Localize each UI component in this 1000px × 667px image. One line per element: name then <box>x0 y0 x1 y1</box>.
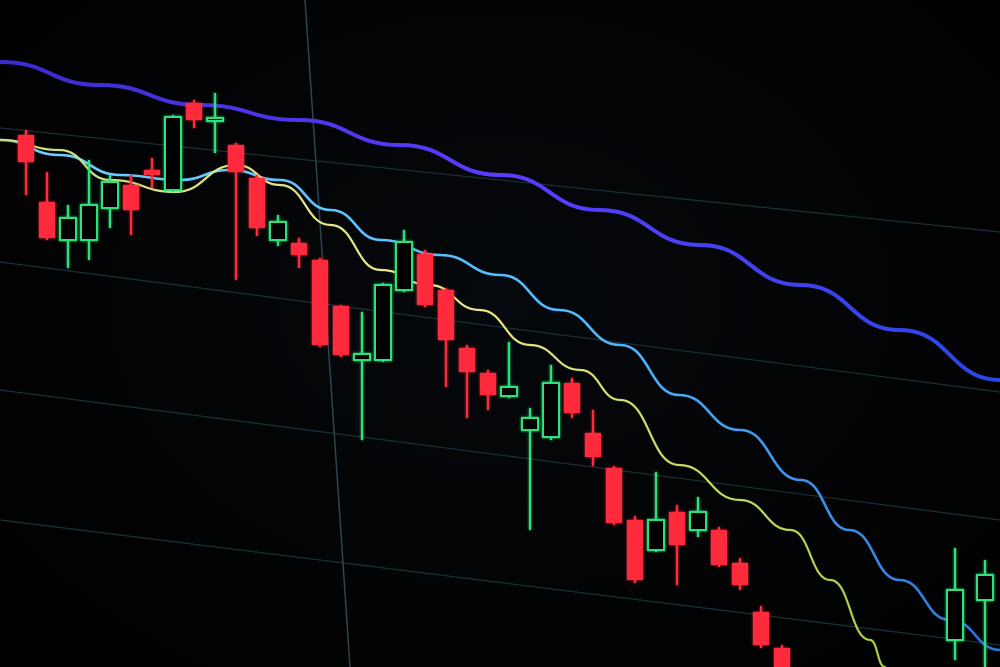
candle-body <box>395 241 413 291</box>
candle-body <box>353 353 371 361</box>
candle-down <box>480 370 496 410</box>
candle-body <box>39 202 55 238</box>
candle-body <box>500 386 518 397</box>
candle-up <box>976 560 994 667</box>
candle-body <box>18 135 34 162</box>
candle-down <box>564 378 580 418</box>
candle-body <box>312 260 328 345</box>
candle-body <box>101 181 119 209</box>
candle-up <box>269 215 287 246</box>
candle-body <box>206 117 224 122</box>
candle-down <box>606 466 622 525</box>
candle-up <box>59 205 77 268</box>
candle-down <box>228 143 244 280</box>
candle-down <box>39 172 55 240</box>
candle-up <box>101 175 119 228</box>
candle-down <box>123 175 139 235</box>
moving-average-lines <box>0 60 1000 667</box>
candle-body <box>186 103 202 120</box>
candle-down <box>711 527 727 567</box>
candle-body <box>417 254 433 305</box>
candle-down <box>186 100 202 128</box>
candle-body <box>291 243 307 255</box>
candle-up <box>500 342 518 398</box>
grid-line-horizontal <box>0 519 1000 646</box>
candle-down <box>585 410 601 466</box>
candle-down <box>774 645 790 667</box>
candle-body <box>711 530 727 565</box>
candle-body <box>249 178 265 228</box>
candle-body <box>542 382 560 438</box>
candle-body <box>976 574 994 601</box>
candle-down <box>291 238 307 268</box>
candle-body <box>647 519 665 551</box>
grid-line-horizontal <box>0 389 1000 521</box>
candle-up <box>946 548 964 660</box>
candle-up <box>80 160 98 260</box>
candle-body <box>438 290 454 340</box>
candle-up <box>521 408 539 530</box>
candle-down <box>669 505 685 585</box>
grid-line-horizontal <box>0 127 1000 233</box>
candle-down <box>144 158 160 188</box>
candle-down <box>312 258 328 347</box>
candle-body <box>480 373 496 395</box>
candle-body <box>333 306 349 355</box>
ma-slow-line <box>0 60 1000 382</box>
ma-mid-line <box>0 138 1000 652</box>
candle-body <box>59 217 77 241</box>
candle-body <box>689 511 707 531</box>
candle-body <box>80 204 98 241</box>
candle-up <box>647 472 665 552</box>
candle-body <box>164 116 182 191</box>
candle-body <box>627 520 643 580</box>
candle-down <box>459 345 475 418</box>
candle-down <box>18 130 34 195</box>
candle-body <box>374 284 392 361</box>
candle-up <box>374 283 392 362</box>
candle-body <box>459 348 475 372</box>
candle-down <box>732 558 748 590</box>
candle-body <box>753 612 769 645</box>
candle-down <box>753 606 769 648</box>
candle-up <box>206 93 224 153</box>
candle-body <box>732 563 748 585</box>
candle-down <box>438 288 454 387</box>
candle-body <box>269 221 287 241</box>
candle-up <box>164 115 182 192</box>
candle-down <box>417 250 433 307</box>
candle-body <box>228 145 244 172</box>
candle-body <box>585 433 601 457</box>
candle-up <box>395 230 413 292</box>
candle-body <box>123 185 139 210</box>
candle-body <box>669 512 685 545</box>
candle-up <box>353 312 371 440</box>
candle-body <box>521 417 539 431</box>
candle-down <box>627 516 643 583</box>
ma-fast-line <box>0 138 886 667</box>
candle-up <box>689 497 707 537</box>
candle-body <box>946 589 964 641</box>
grid-line-horizontal <box>0 261 1000 393</box>
candle-body <box>606 468 622 523</box>
candle-up <box>542 365 560 440</box>
candle-down <box>249 175 265 236</box>
candle-body <box>774 648 790 667</box>
candle-body <box>144 170 160 175</box>
candles <box>18 93 994 667</box>
candle-body <box>564 383 580 413</box>
candle-down <box>333 305 349 357</box>
